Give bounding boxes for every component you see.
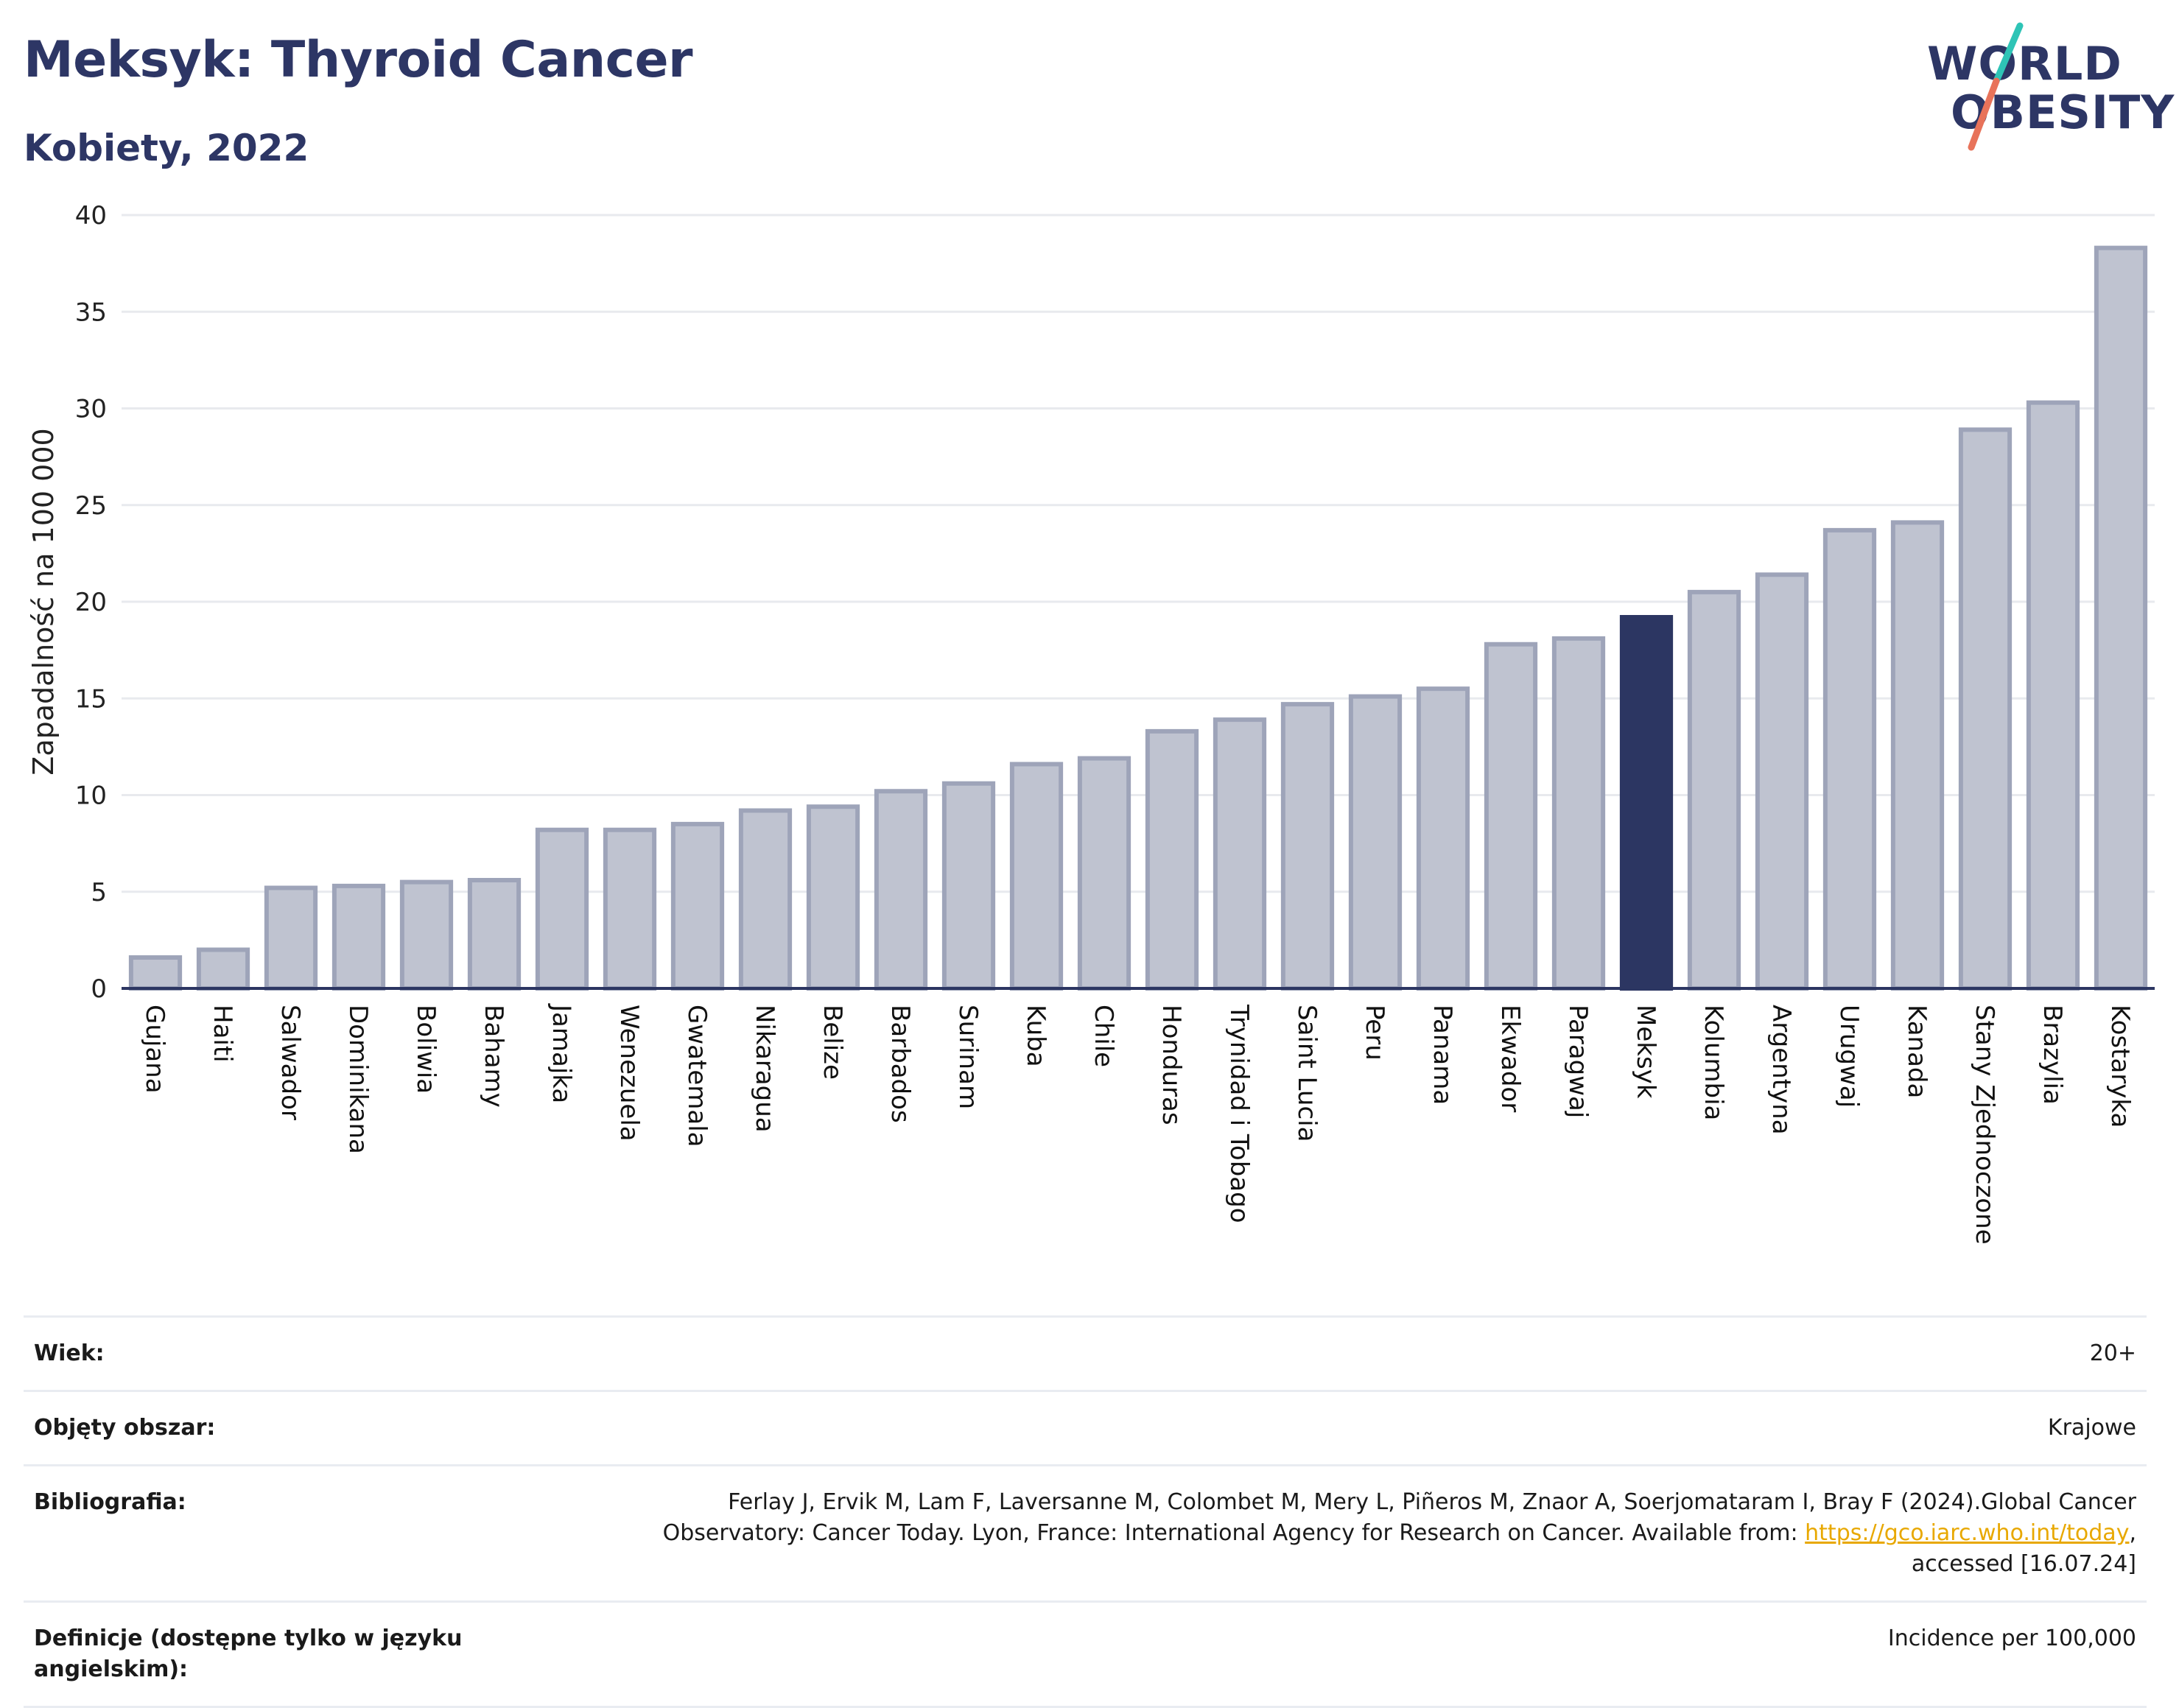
x-tick-label: Meksyk — [1631, 1005, 1660, 1099]
x-tick-label: Peru — [1360, 1005, 1389, 1061]
x-tick-label: Dominikana — [343, 1005, 373, 1154]
x-tick-label: Wenezuela — [614, 1005, 644, 1142]
info-row-bibliography: Bibliografia: Ferlay J, Ervik M, Lam F, … — [24, 1464, 2147, 1600]
x-tick-label: Kolumbia — [1699, 1005, 1728, 1120]
x-tick-label: Belize — [818, 1005, 847, 1080]
bar — [738, 808, 793, 991]
info-row-age: Wiek: 20+ — [24, 1315, 2147, 1390]
bibliography-label: Bibliografia: — [34, 1489, 186, 1515]
bar — [1348, 694, 1403, 991]
x-tick-label: Paragwaj — [1563, 1005, 1593, 1118]
bibliography-value: Ferlay J, Ervik M, Lam F, Laversanne M, … — [653, 1466, 2147, 1600]
x-tick-label: Trynidad i Tobago — [1224, 1004, 1254, 1223]
x-tick-label: Chile — [1089, 1005, 1118, 1067]
bar — [1077, 756, 1131, 991]
x-tick-label: Haiti — [208, 1005, 237, 1063]
coverage-value: Krajowe — [2047, 1415, 2136, 1441]
definitions-value: Incidence per 100,000 — [1887, 1626, 2136, 1651]
y-tick-label: 35 — [75, 298, 107, 327]
bar — [399, 879, 454, 991]
bar — [806, 804, 860, 991]
x-tick-label: Kuba — [1021, 1005, 1050, 1067]
bar — [1755, 572, 1809, 991]
world-obesity-logo: WORLD OBESITY — [1915, 22, 2174, 155]
y-tick-label: 10 — [75, 781, 107, 811]
bar-chart: 0 5 10 15 20 25 30 35 40 Zapadalność na 100 000 Gu… — [27, 201, 2155, 1245]
bar — [264, 885, 318, 991]
bibliography-text-2: Observatory: Cancer Today. Lyon, France:… — [662, 1520, 1806, 1546]
info-row-coverage: Objęty obszar: Krajowe — [24, 1390, 2147, 1464]
bar — [1551, 636, 1606, 991]
page-subtitle: Kobiety, 2022 — [24, 127, 309, 169]
bar — [1009, 762, 1064, 991]
x-tick-label: Argentyna — [1766, 1005, 1796, 1135]
logo-text-world: WORLD — [1927, 37, 2122, 91]
y-tick-label: 0 — [91, 974, 107, 1004]
coverage-label: Objęty obszar: — [34, 1415, 216, 1441]
x-tick-label: Kanada — [1902, 1005, 1931, 1098]
x-tick-label: Brazylia — [2038, 1005, 2067, 1105]
y-tick-label: 40 — [75, 201, 107, 231]
bar — [603, 827, 657, 991]
bar — [941, 781, 996, 991]
bar — [1687, 589, 1741, 991]
bar — [467, 878, 522, 991]
x-tick-label: Bahamy — [479, 1005, 508, 1108]
x-tick-label: Jamajka — [547, 1003, 576, 1103]
bar — [535, 827, 589, 991]
bar — [874, 789, 928, 991]
bar — [128, 955, 183, 991]
bar — [1213, 717, 1267, 991]
bibliography-text-3: , — [2129, 1520, 2136, 1546]
x-tick-label: Honduras — [1157, 1005, 1186, 1125]
y-tick-label: 25 — [75, 491, 107, 521]
x-tick-label: Saint Lucia — [1292, 1005, 1322, 1142]
x-tick-label: Surinam — [953, 1005, 983, 1109]
bar — [1890, 520, 1945, 991]
bar — [1958, 427, 2013, 991]
bar — [196, 947, 250, 991]
y-tick-label: 20 — [75, 588, 107, 617]
y-tick-label: 15 — [75, 684, 107, 714]
x-tick-label: Kostaryka — [2105, 1005, 2135, 1128]
x-tick-label: Panama — [1428, 1005, 1457, 1105]
info-row-definitions: Definicje (dostępne tylko w języku angie… — [24, 1600, 2147, 1708]
bibliography-text-4: accessed [16.07.24] — [1911, 1551, 2136, 1577]
y-tick-label: 30 — [75, 395, 107, 424]
logo-slash-icon — [1968, 22, 2024, 151]
x-tick-label: Nikaragua — [750, 1005, 779, 1133]
bibliography-text-1: Ferlay J, Ervik M, Lam F, Laversanne M, … — [728, 1489, 2136, 1515]
info-table: Wiek: 20+ Objęty obszar: Krajowe Bibliog… — [24, 1315, 2147, 1708]
bar — [1280, 702, 1335, 991]
bar — [331, 883, 386, 991]
bar — [2026, 400, 2080, 991]
x-tick-label: Gujana — [140, 1005, 169, 1094]
bibliography-link[interactable]: https://gco.iarc.who.int/today — [1805, 1520, 2130, 1546]
bar — [1145, 728, 1199, 991]
x-tick-label: Urugwaj — [1834, 1005, 1864, 1108]
x-tick-label: Gwatemala — [682, 1005, 712, 1147]
age-label: Wiek: — [34, 1340, 105, 1366]
bar — [1822, 527, 1877, 991]
y-axis-label: Zapadalność na 100 000 — [27, 428, 60, 775]
x-tick-label: Barbados — [885, 1005, 915, 1123]
x-tick-label: Ekwador — [1495, 1005, 1525, 1112]
y-tick-label: 5 — [91, 878, 107, 907]
x-tick-label: Stany Zjednoczone — [1970, 1005, 1999, 1245]
page-title: Meksyk: Thyroid Cancer — [24, 31, 693, 89]
bar — [2094, 245, 2148, 991]
x-tick-label: Salwador — [276, 1005, 305, 1120]
bar — [670, 821, 725, 991]
bar — [1619, 615, 1674, 991]
bar — [1484, 642, 1538, 991]
age-value: 20+ — [2089, 1340, 2136, 1366]
bar — [1416, 686, 1470, 991]
definitions-label: Definicje (dostępne tylko w języku angie… — [34, 1626, 463, 1682]
x-tick-label: Boliwia — [411, 1005, 441, 1094]
